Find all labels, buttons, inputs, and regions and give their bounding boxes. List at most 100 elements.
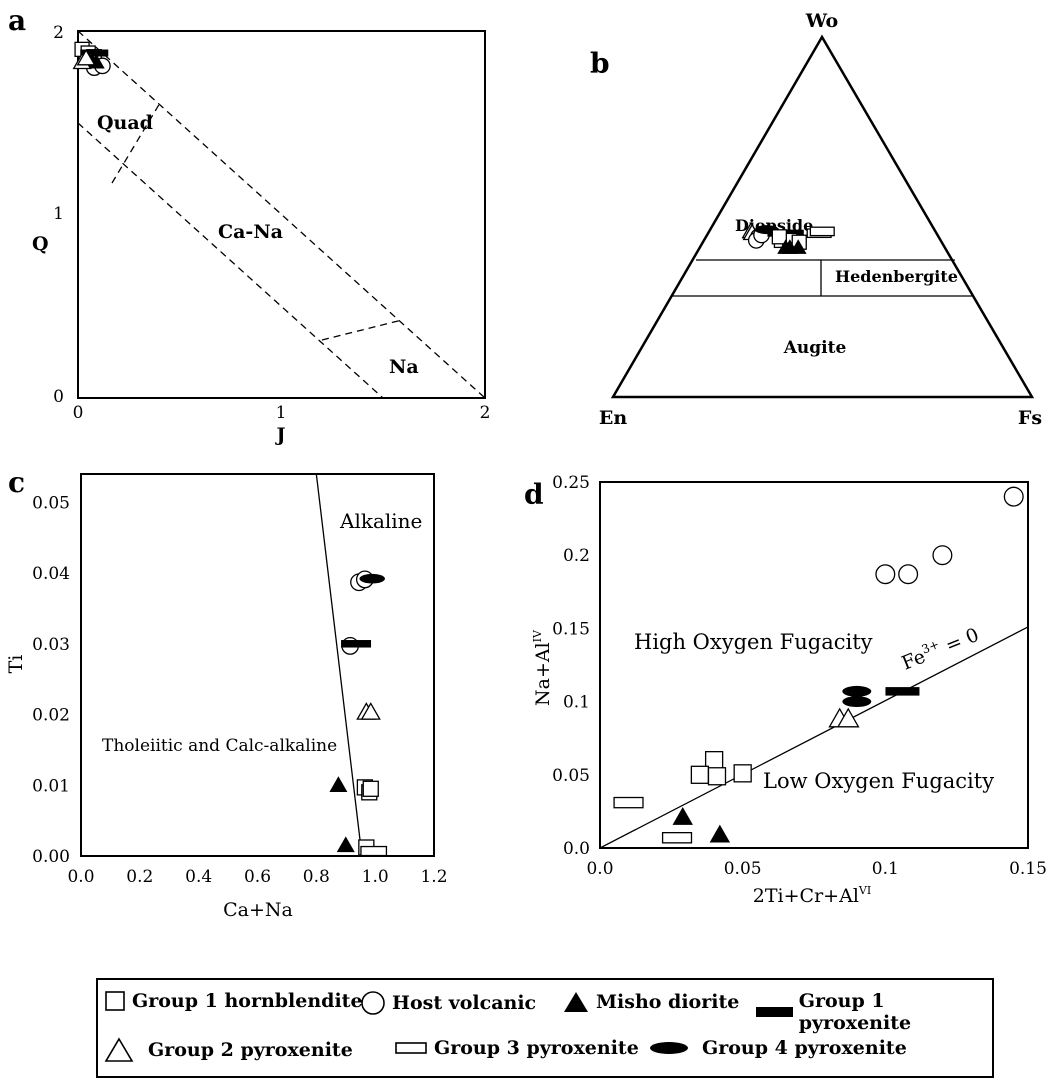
panel-c-data-marks [329, 570, 388, 857]
panel-c-boundary-line [315, 474, 363, 856]
legend-filled-bar-icon [756, 1007, 793, 1017]
panel-d-xlabel-sup: VI [858, 884, 871, 897]
legend-item-group4-pyroxenite: Group 4 pyroxenite [648, 1037, 907, 1059]
panel-a-xtick-2: 2 [480, 403, 491, 423]
panel-b-vertex-wo: Wo [805, 10, 838, 32]
panel-b-point-misho-diorite-2 [789, 239, 807, 254]
legend-filled-ellipse-icon [650, 1042, 688, 1054]
panel-d-point-group-1-hornblendite-3 [733, 764, 752, 783]
panel-c-ytick-2: 0.02 [32, 706, 70, 726]
panel-c-point-misho-diorite-1 [336, 836, 355, 853]
panel-d-point-host-volcanic-1 [932, 545, 953, 566]
panel-d-point-group-4-pyroxenite-0 [842, 685, 872, 697]
panel-d-xtick-3: 0.15 [1009, 859, 1047, 879]
legend-label: Group 1 pyroxenite [798, 990, 912, 1034]
panel-d-point-host-volcanic-0 [1003, 486, 1024, 507]
panel-b-region-hedenbergite: Hedenbergite [835, 267, 958, 286]
panel-a-boundary-quad [111, 102, 161, 184]
panel-d-xtick-2: 0.1 [872, 859, 899, 879]
panel-d-ytick-3: 0.15 [552, 619, 590, 639]
panel-a-region-cana: Ca-Na [218, 221, 283, 243]
panel-c-ytick-1: 0.01 [32, 776, 70, 796]
legend-item-group1-hornblendite: Group 1 hornblendite [104, 990, 363, 1012]
panel-a-frame [77, 30, 486, 399]
legend-item-group2-pyroxenite: Group 2 pyroxenite [104, 1037, 353, 1063]
panel-d-point-group-3-pyroxenite-1 [661, 832, 693, 844]
panel-d-point-host-volcanic-2 [875, 564, 896, 585]
panel-c-ytick-0: 0.00 [32, 847, 70, 867]
panel-d-point-misho-diorite-0 [672, 807, 693, 825]
panel-d-point-misho-diorite-1 [709, 824, 731, 843]
panel-d-xlabel-main: 2Ti+Cr+Al [753, 885, 859, 907]
panel-a-data-marks [72, 41, 111, 77]
panel-d-ytick-5: 0.25 [552, 473, 590, 493]
panel-d-data-marks [613, 486, 1024, 844]
panel-b-ternary-wo-en-fs: b Wo En Fs Diopside Hedenbergite Augite [590, 10, 1042, 429]
legend-item-host-volcanic: Host volcanic [360, 990, 536, 1016]
panel-a-ytick-0: 0 [53, 387, 64, 407]
panel-a-region-quad: Quad [97, 112, 153, 134]
panel-c-ylabel: Ti [5, 655, 27, 674]
panel-a-region-na: Na [389, 356, 419, 378]
panel-a-ytick-1: 1 [53, 204, 64, 224]
panel-d-ylabel-sup: IV [531, 629, 544, 642]
legend-open-square-icon [105, 991, 125, 1011]
panel-c-point-group-2-pyroxenite-1 [360, 702, 381, 720]
panel-c-point-group-1-pyroxenite-0 [341, 640, 372, 648]
panel-a-ylabel: Q [32, 233, 49, 255]
panel-d-region-high: High Oxygen Fugacity [634, 630, 873, 654]
panel-c-ytick-4: 0.04 [32, 564, 70, 584]
panel-a-boundary-upper [78, 31, 485, 398]
panel-d-point-group-1-pyroxenite-0 [885, 687, 920, 696]
panel-d-ylabel-main: Na+Al [532, 642, 554, 706]
panel-d-ytick-0: 0.0 [563, 839, 590, 859]
panel-d-fugacity: d High Oxygen Fugacity Low Oxygen Fugaci… [524, 473, 1047, 907]
panel-c-frame [80, 473, 435, 857]
panel-b-letter: b [590, 47, 610, 80]
panel-a-boundary-lower [78, 122, 384, 398]
panel-c-xtick-4: 0.8 [303, 867, 330, 887]
panel-c-point-group-1-hornblendite-2 [362, 780, 379, 797]
panel-d-ylabel: Na+AlIV [531, 629, 554, 706]
panel-a-point-group-2-pyroxenite-1 [76, 48, 96, 66]
panel-c-ti-vs-cana: c Alkaline Tholeiitic and Calc-alkaline … [5, 466, 448, 921]
panel-d-point-group-1-hornblendite-1 [690, 765, 710, 784]
panel-c-ytick-3: 0.03 [32, 635, 70, 655]
legend-filled-triangle-icon [564, 992, 588, 1012]
panel-d-point-group-2-pyroxenite-1 [836, 707, 860, 728]
panel-d-xlabel: 2Ti+Cr+AlVI [753, 884, 871, 907]
panel-c-xtick-5: 1.0 [362, 867, 389, 887]
panel-b-vertex-fs: Fs [1018, 407, 1042, 429]
legend-item-group1-pyroxenite: Group 1 pyroxenite [755, 990, 992, 1034]
panel-d-line-label-sup: 3+ [920, 637, 942, 657]
legend-item-group3-pyroxenite: Group 3 pyroxenite [394, 1037, 639, 1059]
panel-d-xtick-1: 0.05 [724, 859, 762, 879]
legend-label: Group 3 pyroxenite [434, 1037, 639, 1059]
panel-d-point-group-4-pyroxenite-1 [842, 696, 872, 708]
legend-open-triangle-icon [104, 1037, 134, 1062]
panel-d-ytick-1: 0.05 [552, 766, 590, 786]
panel-b-region-augite: Augite [783, 338, 847, 358]
legend-open-rectangle-icon [395, 1042, 427, 1054]
panel-d-line-label: Fe3+ = 0 [898, 622, 982, 675]
legend-open-circle-icon [361, 991, 385, 1015]
panel-b-vertex-en: En [599, 407, 627, 429]
panel-a-point-group-1-pyroxenite-0 [80, 49, 109, 57]
panel-d-xtick-0: 0.0 [586, 859, 613, 879]
panel-d-point-group-3-pyroxenite-0 [613, 796, 644, 809]
panel-c-region-tholeiitic: Tholeiitic and Calc-alkaline [102, 736, 337, 756]
panel-d-letter: d [524, 478, 544, 511]
panel-c-tick-labels: 0.0 0.2 0.4 0.6 0.8 1.0 1.2 0.00 0.01 0.02 0.03 0.0… [32, 493, 447, 887]
legend-label: Misho diorite [596, 991, 740, 1013]
panel-a-ternary-jq: a Quad Ca-Na Na 2 1 0 0 1 2 J Q [8, 4, 490, 446]
legend-label: Group 2 pyroxenite [148, 1039, 353, 1061]
panel-c-letter: c [8, 466, 25, 499]
panel-c-xtick-2: 0.4 [185, 867, 212, 887]
panel-a-ytick-2: 2 [53, 23, 64, 43]
panel-c-ytick-5: 0.05 [32, 493, 70, 513]
panel-d-boundary-line [600, 626, 1028, 848]
panel-a-xlabel: J [275, 424, 286, 446]
panel-c-point-group-3-pyroxenite-0 [360, 845, 388, 857]
panel-b-data-marks [741, 221, 835, 254]
legend-item-misho-diorite: Misho diorite [562, 990, 739, 1014]
